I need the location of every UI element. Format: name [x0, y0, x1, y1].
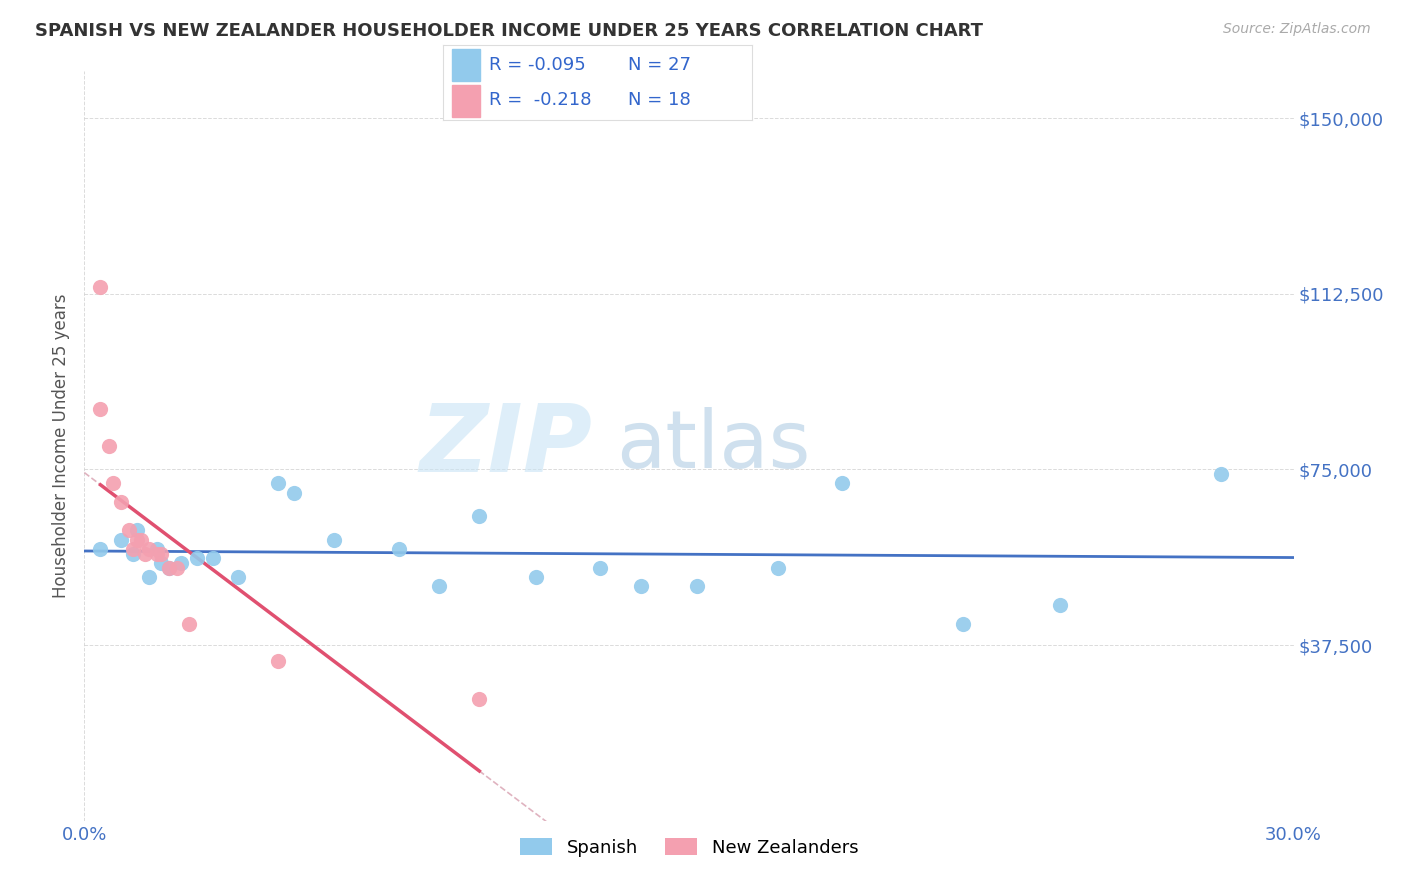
FancyBboxPatch shape	[453, 85, 479, 117]
Point	[97, 439, 120, 453]
Point	[202, 551, 225, 566]
Point	[226, 570, 249, 584]
Point	[427, 580, 450, 594]
Point	[283, 485, 305, 500]
Point	[134, 547, 156, 561]
Point	[831, 476, 853, 491]
Point	[110, 533, 132, 547]
Point	[138, 570, 160, 584]
Point	[267, 476, 290, 491]
Text: N = 18: N = 18	[628, 91, 692, 109]
Point	[157, 561, 180, 575]
Point	[89, 280, 111, 294]
Point	[766, 561, 789, 575]
Point	[267, 655, 290, 669]
Point	[952, 617, 974, 632]
Point	[138, 542, 160, 557]
Text: R =  -0.218: R = -0.218	[489, 91, 592, 109]
Point	[146, 542, 169, 557]
Point	[89, 401, 111, 416]
Point	[468, 509, 491, 524]
Point	[101, 476, 124, 491]
Point	[388, 542, 411, 557]
Point	[118, 523, 141, 537]
Point	[146, 547, 169, 561]
Text: ZIP: ZIP	[419, 400, 592, 492]
Point	[1209, 467, 1232, 482]
Legend: Spanish, New Zealanders: Spanish, New Zealanders	[512, 830, 866, 864]
Point	[157, 561, 180, 575]
Point	[166, 561, 188, 575]
Point	[589, 561, 612, 575]
Point	[121, 542, 143, 557]
Point	[89, 542, 111, 557]
Point	[686, 580, 709, 594]
Point	[179, 617, 201, 632]
Point	[323, 533, 346, 547]
Point	[630, 580, 652, 594]
Text: N = 27: N = 27	[628, 56, 692, 74]
Point	[110, 495, 132, 509]
Point	[468, 692, 491, 706]
Point	[524, 570, 547, 584]
Text: Source: ZipAtlas.com: Source: ZipAtlas.com	[1223, 22, 1371, 37]
Point	[125, 533, 148, 547]
Point	[125, 523, 148, 537]
Point	[170, 556, 193, 570]
Point	[1049, 599, 1071, 613]
Point	[186, 551, 208, 566]
Point	[149, 547, 172, 561]
Text: atlas: atlas	[616, 407, 811, 485]
Point	[129, 533, 152, 547]
Y-axis label: Householder Income Under 25 years: Householder Income Under 25 years	[52, 293, 70, 599]
Point	[149, 556, 172, 570]
Text: SPANISH VS NEW ZEALANDER HOUSEHOLDER INCOME UNDER 25 YEARS CORRELATION CHART: SPANISH VS NEW ZEALANDER HOUSEHOLDER INC…	[35, 22, 983, 40]
FancyBboxPatch shape	[453, 49, 479, 81]
Text: R = -0.095: R = -0.095	[489, 56, 586, 74]
Point	[121, 547, 143, 561]
